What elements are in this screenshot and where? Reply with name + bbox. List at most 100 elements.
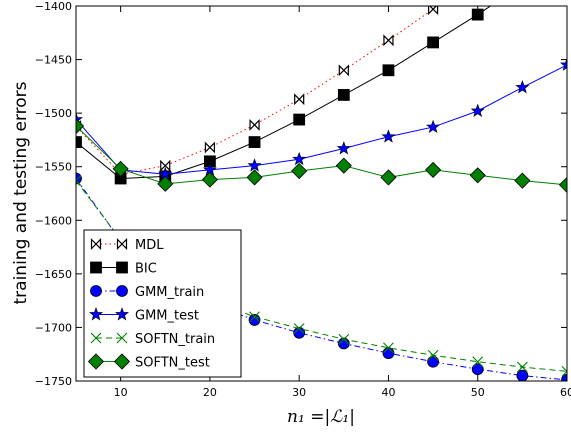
data-point	[248, 136, 261, 148]
legend-box	[83, 229, 242, 378]
legend-entry: SOFTN_test	[87, 353, 210, 371]
data-point	[381, 129, 396, 143]
data-point	[293, 326, 306, 339]
legend-marker	[113, 353, 131, 370]
data-point	[561, 374, 567, 381]
data-point	[382, 64, 395, 77]
data-point	[427, 6, 439, 16]
y-tick-label: −1500	[35, 107, 72, 120]
data-point	[293, 323, 305, 334]
data-point	[76, 136, 82, 148]
legend-marker	[90, 238, 102, 250]
legend-label: BIC	[135, 262, 157, 277]
y-tick-label: −1400	[35, 0, 72, 13]
legend-entry: GMM_train	[90, 285, 204, 300]
plot-area-frame	[75, 5, 568, 382]
series-mdl	[76, 6, 439, 181]
legend-label: SOFTN_test	[135, 356, 210, 371]
legend-marker	[90, 285, 102, 297]
y-tick-label: −1750	[35, 375, 72, 388]
data-point	[201, 171, 218, 188]
data-point	[292, 151, 307, 166]
data-point	[470, 103, 485, 117]
legend-marker	[116, 332, 128, 344]
x-tick-label: 20	[203, 386, 217, 399]
y-tick-label: −1600	[35, 214, 72, 227]
data-point	[380, 169, 397, 186]
x-axis-label: n₁ =|ℒ₁|	[287, 407, 355, 427]
data-point	[558, 176, 567, 193]
series-line	[76, 6, 439, 175]
data-point	[561, 365, 567, 377]
series-bic	[76, 6, 492, 185]
legend-label: GMM_test	[135, 309, 199, 324]
data-point	[427, 349, 439, 361]
axis-ticks: 10 20 30 40 50 60 −1750 −1700 −1650 −1600 −1550 −15…	[35, 0, 571, 399]
y-tick-label: −1450	[35, 54, 72, 67]
legend-marker	[116, 238, 128, 250]
y-tick-label: −1700	[35, 321, 72, 334]
series-gmm-test	[76, 57, 567, 181]
legend: MDL BIC GMM_train GMM_test SOFTN_train SOFTN_…	[83, 229, 242, 378]
legend-label: MDL	[135, 238, 164, 253]
data-point	[336, 141, 351, 155]
data-point	[338, 333, 350, 345]
data-point	[246, 169, 263, 186]
legend-label: GMM_train	[135, 285, 204, 300]
legend-label: SOFTN_train	[135, 332, 215, 347]
data-point	[112, 160, 129, 177]
data-point	[293, 113, 306, 126]
data-point	[469, 167, 486, 184]
data-point	[471, 363, 484, 376]
data-point	[76, 175, 82, 187]
data-point	[515, 80, 530, 94]
data-point	[382, 347, 395, 360]
legend-marker	[90, 332, 102, 344]
data-point	[425, 161, 442, 178]
legend-marker	[116, 261, 128, 274]
data-point	[249, 118, 260, 131]
legend-entry: MDL	[90, 238, 164, 253]
x-tick-label: 40	[381, 386, 395, 399]
series-line	[76, 64, 567, 175]
y-axis-label-group: training and testing errors	[11, 81, 31, 304]
data-point	[249, 311, 260, 323]
data-point	[291, 162, 308, 180]
legend-entry: SOFTN_train	[90, 332, 215, 347]
y-tick-label: −1650	[35, 268, 72, 281]
y-tick-label: −1550	[35, 161, 72, 174]
legend-marker	[88, 307, 104, 321]
data-point	[160, 159, 171, 172]
data-point	[516, 369, 529, 381]
data-point	[337, 89, 350, 101]
legend-entry: BIC	[90, 261, 157, 277]
data-point	[427, 355, 439, 368]
data-point	[383, 342, 394, 354]
legend-marker	[116, 285, 128, 297]
data-point	[335, 157, 352, 174]
legend-entry: GMM_test	[88, 307, 199, 324]
data-point	[204, 141, 216, 154]
x-tick-label: 10	[114, 386, 128, 399]
data-point	[338, 64, 349, 77]
data-point	[247, 158, 262, 172]
series-line	[76, 125, 567, 186]
data-point	[294, 93, 305, 106]
y-axis-label: training and testing errors	[11, 81, 31, 304]
x-tick-label: 60	[560, 386, 571, 399]
data-point	[76, 117, 85, 135]
legend-marker	[114, 307, 130, 321]
x-tick-label: 30	[292, 386, 306, 399]
data-point	[472, 356, 484, 368]
data-point	[427, 36, 439, 49]
x-tick-label: 50	[471, 386, 485, 399]
data-point	[559, 57, 567, 71]
series-line	[76, 6, 492, 180]
data-point	[337, 337, 350, 350]
legend-marker	[90, 261, 102, 274]
data-point	[157, 175, 174, 192]
series-softn-test	[76, 117, 567, 193]
data-point	[383, 34, 394, 47]
data-point	[426, 119, 441, 134]
